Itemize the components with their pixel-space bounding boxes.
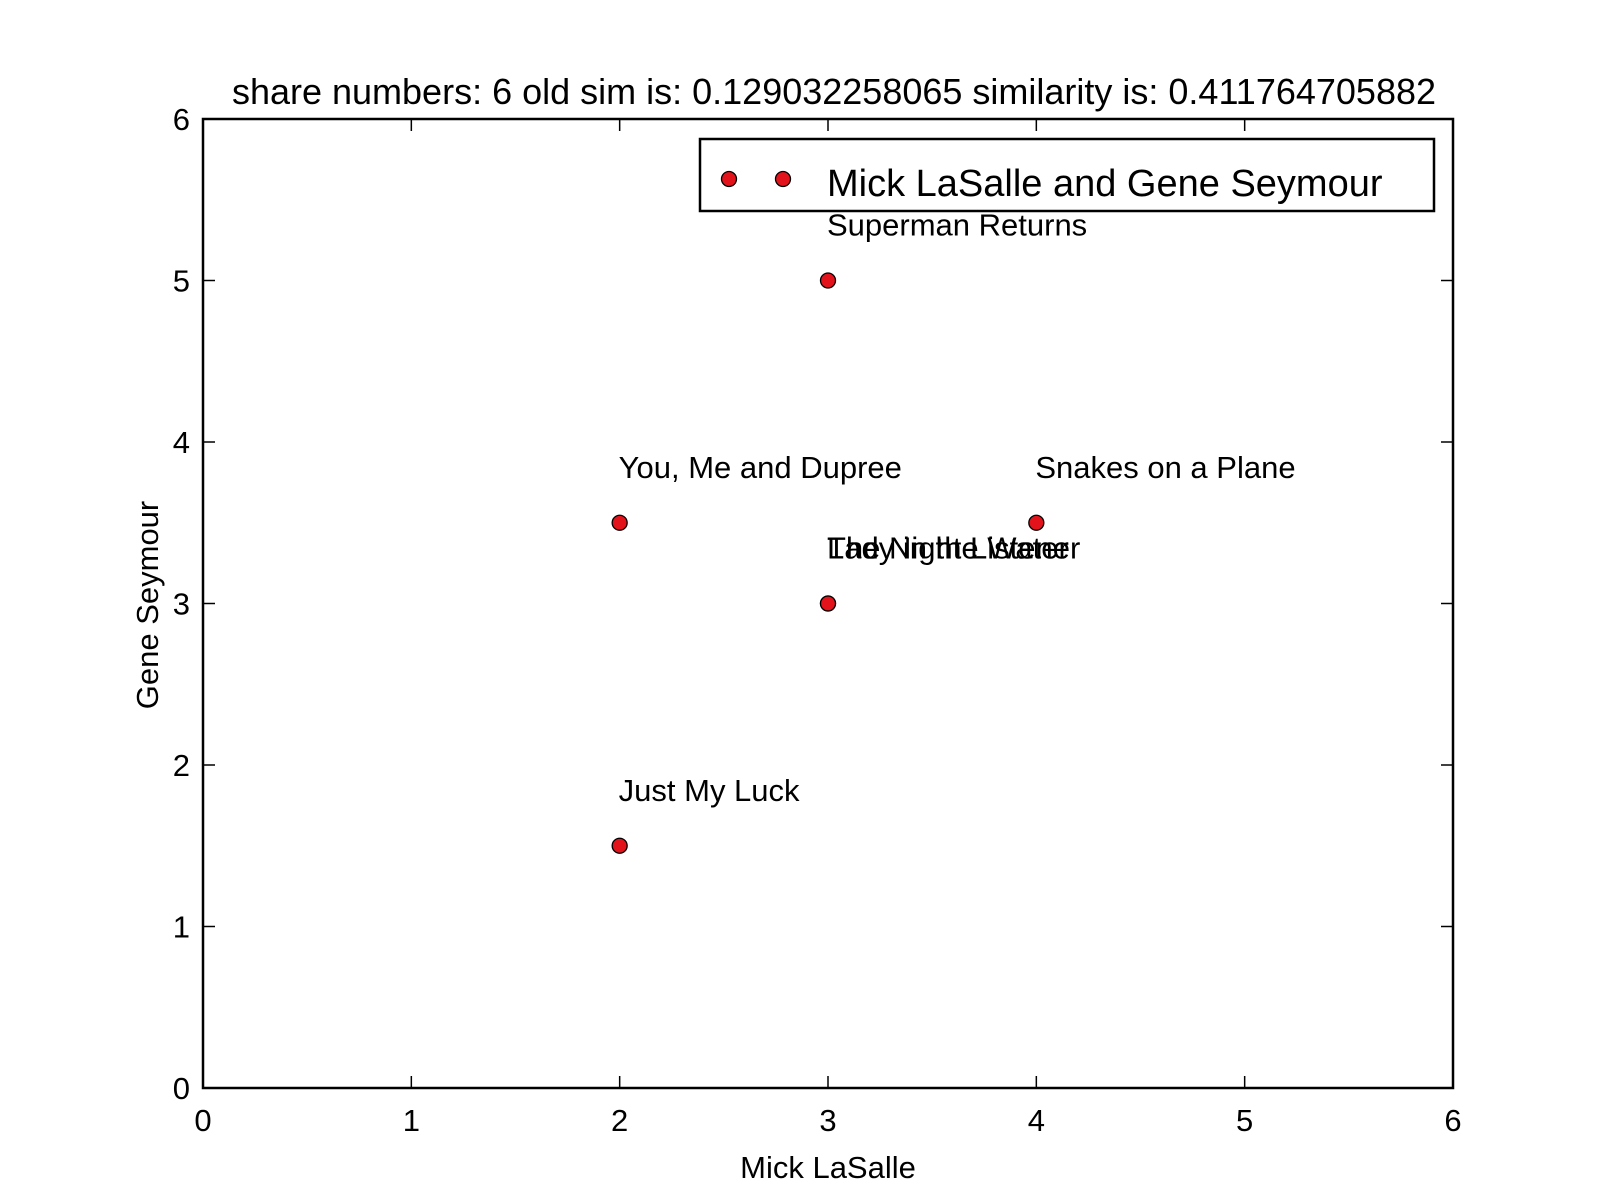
point-label: Just My Luck <box>619 773 800 808</box>
x-tick-label: 6 <box>1444 1103 1461 1138</box>
y-tick-label: 4 <box>173 425 190 460</box>
x-tick-label: 0 <box>194 1103 211 1138</box>
point-label: Snakes on a Plane <box>1035 450 1295 485</box>
data-point <box>819 595 837 612</box>
y-tick-label: 2 <box>173 748 190 783</box>
x-tick-label: 3 <box>819 1103 836 1138</box>
x-axis-title: Mick LaSalle <box>740 1150 916 1185</box>
point-labels-layer: Superman Returns You, Me and Dupree Snakes… <box>619 208 1296 808</box>
point-label: The Night Listener <box>827 531 1080 566</box>
legend-label: Mick LaSalle and Gene Seymour <box>827 163 1383 205</box>
y-tick-label: 1 <box>173 910 190 945</box>
legend-marker <box>774 170 792 188</box>
x-tick-label: 2 <box>611 1103 628 1138</box>
legend-marker <box>720 170 738 188</box>
points-layer <box>611 272 1045 854</box>
y-tick-label: 3 <box>173 587 190 622</box>
ticks-layer: 0 1 2 3 4 5 6 0 1 2 3 4 5 6 <box>173 102 1462 1138</box>
legend-markers <box>720 170 792 188</box>
chart-title: share numbers: 6 old sim is: 0.129032258… <box>232 71 1436 112</box>
x-tick-label: 1 <box>403 1103 420 1138</box>
data-point <box>611 837 628 854</box>
y-tick-label: 6 <box>173 102 190 137</box>
data-point <box>819 272 837 289</box>
y-axis-title: Gene Seymour <box>130 501 165 710</box>
point-label: Superman Returns <box>827 208 1087 243</box>
point-label: Lady in the Water <box>827 531 1069 566</box>
x-tick-label: 4 <box>1028 1103 1045 1138</box>
x-tick-label: 5 <box>1236 1103 1253 1138</box>
legend: Mick LaSalle and Gene Seymour <box>698 137 1436 213</box>
data-point <box>1028 514 1045 531</box>
y-tick-label: 5 <box>173 264 190 299</box>
point-label: You, Me and Dupree <box>619 450 902 485</box>
y-tick-label: 0 <box>173 1071 190 1106</box>
data-point <box>611 514 628 531</box>
legend-box <box>698 137 1436 213</box>
